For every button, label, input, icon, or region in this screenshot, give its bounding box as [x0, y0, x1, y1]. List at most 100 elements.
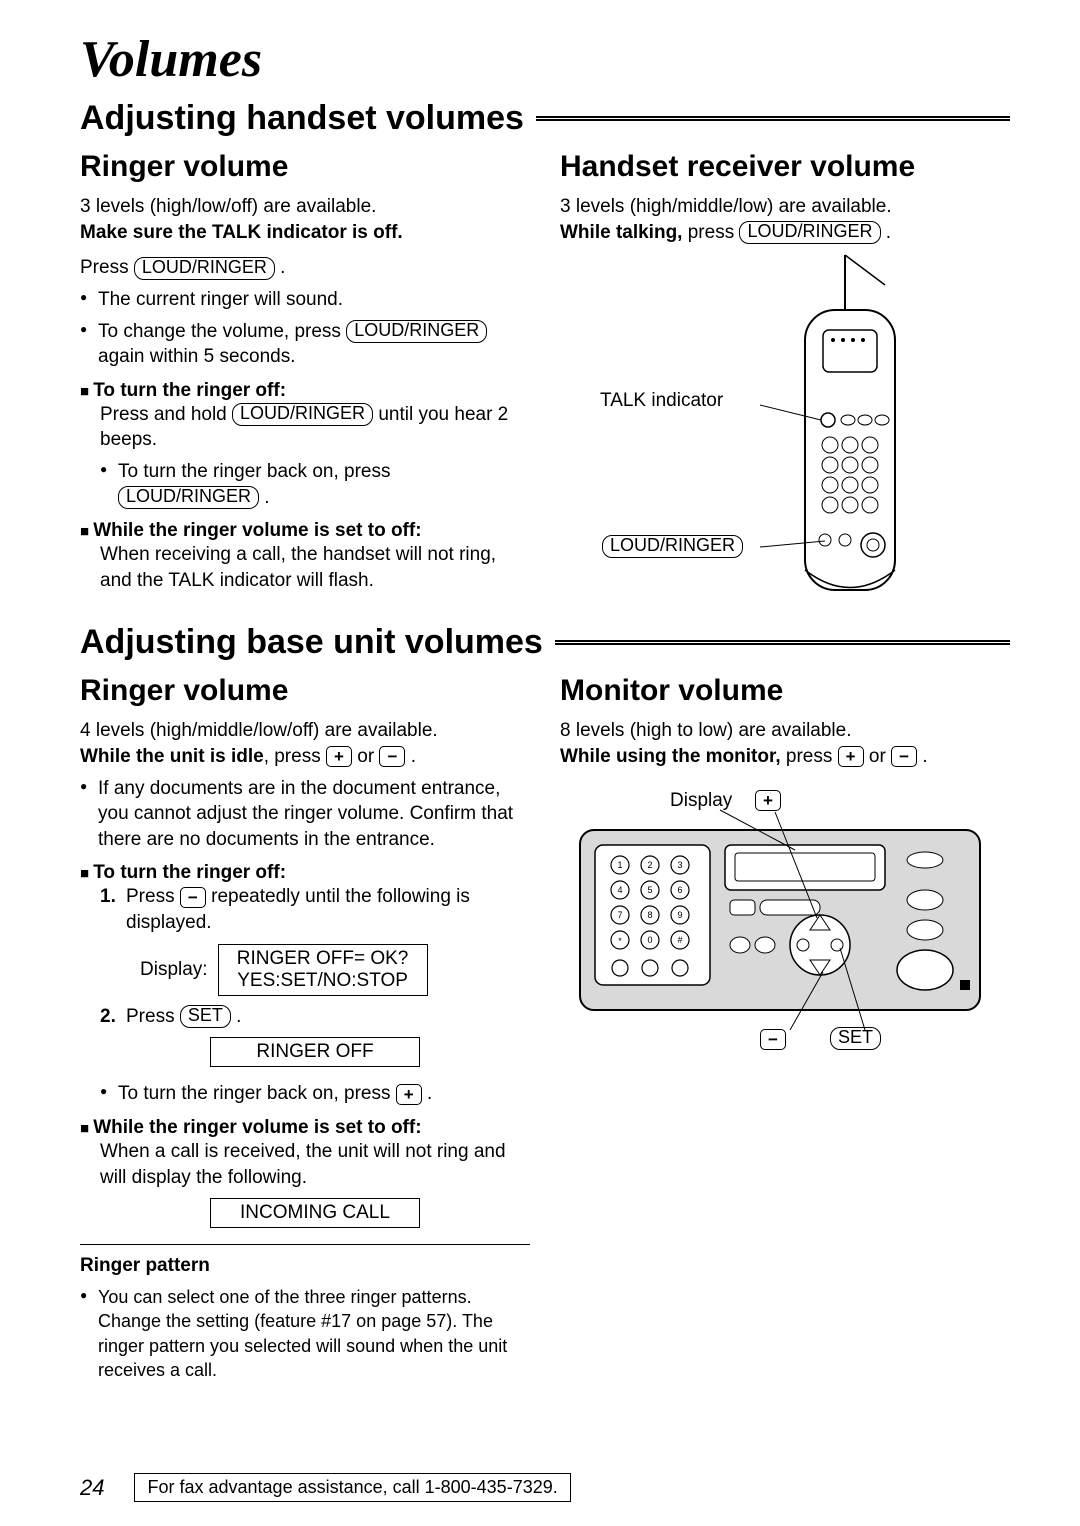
page-number: 24 [80, 1475, 104, 1501]
base-intro2: While the unit is idle, press + or − . [80, 744, 530, 770]
turn-back-on-bullet: To turn the ringer back on, press LOUD/R… [100, 459, 530, 510]
ri2b: press [682, 222, 739, 243]
turn-off-bullet-list: To turn the ringer back on, press LOUD/R… [100, 459, 530, 510]
svg-text:4: 4 [617, 885, 622, 895]
bi2a: While the unit is idle [80, 746, 264, 767]
press-prefix: Press [80, 257, 134, 278]
svg-text:#: # [677, 935, 682, 945]
heading-rule [536, 116, 1010, 121]
monitor-intro1: 8 levels (high to low) are available. [560, 718, 1010, 744]
display-box-3: INCOMING CALL [210, 1198, 420, 1228]
off-a: Press and hold [100, 404, 232, 425]
svg-text:6: 6 [677, 885, 682, 895]
receiver-intro2: While talking, press LOUD/RINGER . [560, 220, 1010, 246]
turn-off-block: To turn the ringer off: Press and hold L… [80, 380, 530, 511]
loud-ringer-button: LOUD/RINGER [346, 320, 487, 343]
plus-button: + [838, 746, 864, 767]
display-box-2: RINGER OFF [210, 1037, 420, 1067]
ringer-bullets: The current ringer will sound. To change… [80, 287, 530, 370]
base-back-on: To turn the ringer back on, press + . [100, 1081, 530, 1107]
svg-text:9: 9 [677, 910, 682, 920]
base-ringer-heading: Ringer volume [80, 674, 530, 708]
receiver-heading: Handset receiver volume [560, 150, 1010, 184]
section-heading-text: Adjusting handset volumes [80, 99, 524, 138]
base-off-steps: Press − repeatedly until the following i… [100, 884, 530, 935]
display-label: Display: [140, 957, 208, 983]
bi2d: . [405, 746, 416, 767]
svg-text:8: 8 [647, 910, 652, 920]
ri2c: . [881, 222, 892, 243]
display-row-2: RINGER OFF [210, 1037, 530, 1067]
d1l2: YES:SET/NO:STOP [237, 970, 408, 991]
display-row-1: Display: RINGER OFF= OK? YES:SET/NO:STOP [140, 944, 530, 996]
bbob: . [422, 1083, 433, 1104]
base-svg: 1 2 3 4 5 6 7 8 9 * 0 # [560, 790, 1010, 1060]
handset-illustration: TALK indicator LOUD/RINGER [560, 245, 1010, 615]
loud-ringer-button: LOUD/RINGER [739, 221, 880, 244]
monitor-intro2: While using the monitor, press + or − . [560, 744, 1010, 770]
press-line: Press LOUD/RINGER . [80, 255, 530, 281]
page-footer: 24 For fax advantage assistance, call 1-… [80, 1473, 1010, 1502]
mi2b: press [781, 746, 838, 767]
svg-text:1: 1 [617, 860, 622, 870]
display-row-3: INCOMING CALL [210, 1198, 530, 1228]
minus-callout: − [760, 1029, 786, 1050]
svg-text:7: 7 [617, 910, 622, 920]
base-unit-illustration: Display + 1 2 3 4 5 6 7 8 9 * 0 [560, 790, 1010, 1060]
section-heading-base: Adjusting base unit volumes [80, 623, 1010, 662]
s1a: Press [126, 886, 180, 907]
back-on-b: . [259, 487, 270, 508]
footer-assistance: For fax advantage assistance, call 1-800… [134, 1473, 570, 1502]
plus-callout: + [755, 790, 781, 811]
talk-indicator-label: TALK indicator [600, 390, 723, 412]
base-setoff-text: When a call is received, the unit will n… [100, 1139, 530, 1190]
minus-button: − [180, 887, 206, 908]
plus-button: + [326, 746, 352, 767]
handset-svg [560, 245, 1010, 615]
base-back-on-bullet: To turn the ringer back on, press + . [100, 1081, 530, 1107]
bullet2-b: again within 5 seconds. [98, 346, 296, 367]
display-box-1: RINGER OFF= OK? YES:SET/NO:STOP [218, 944, 428, 996]
divider [80, 1244, 530, 1245]
back-on-a: To turn the ringer back on, press [118, 461, 390, 482]
step-1: Press − repeatedly until the following i… [100, 884, 530, 935]
section-heading-text: Adjusting base unit volumes [80, 623, 543, 662]
page-title: Volumes [80, 30, 1010, 89]
set-off-title: While the ringer volume is set to off: [80, 520, 530, 542]
base-off-block: To turn the ringer off: Press − repeated… [80, 862, 530, 1107]
base-intro1: 4 levels (high/middle/low/off) are avail… [80, 718, 530, 744]
turn-off-text: Press and hold LOUD/RINGER until you hea… [100, 402, 530, 453]
heading-rule [555, 640, 1010, 645]
handset-receiver-col: Handset receiver volume 3 levels (high/m… [560, 150, 1010, 615]
bullet-change-volume: To change the volume, press LOUD/RINGER … [80, 319, 530, 370]
s2b: . [231, 1006, 242, 1027]
ringer-intro-line2: Make sure the TALK indicator is off. [80, 220, 530, 246]
set-off-block: While the ringer volume is set to off: W… [80, 520, 530, 593]
d1l1: RINGER OFF= OK? [237, 948, 409, 969]
base-setoff-title: While the ringer volume is set to off: [80, 1117, 530, 1139]
ringer-pattern-text: You can select one of the three ringer p… [80, 1285, 530, 1382]
loud-ringer-button: LOUD/RINGER [134, 257, 275, 280]
bi2b: , press [264, 746, 326, 767]
ringer-pattern-title: Ringer pattern [80, 1253, 530, 1279]
press-suffix: . [275, 257, 286, 278]
svg-text:5: 5 [647, 885, 652, 895]
ri2a: While talking, [560, 222, 682, 243]
section-a-columns: Ringer volume 3 levels (high/low/off) ar… [80, 150, 1010, 615]
loud-ringer-button: LOUD/RINGER [118, 486, 259, 509]
receiver-intro1: 3 levels (high/middle/low) are available… [560, 194, 1010, 220]
bullet2-a: To change the volume, press [98, 321, 346, 342]
set-off-text: When receiving a call, the handset will … [100, 542, 530, 593]
bi2c: or [352, 746, 379, 767]
base-ringer-col: Ringer volume 4 levels (high/middle/low/… [80, 674, 530, 1388]
minus-button: − [891, 746, 917, 767]
svg-text:2: 2 [647, 860, 652, 870]
turn-off-title: To turn the ringer off: [80, 380, 530, 402]
s2a: Press [126, 1006, 180, 1027]
mi2d: . [917, 746, 928, 767]
bullet-current-ringer: The current ringer will sound. [80, 287, 530, 313]
loud-ringer-callout: LOUD/RINGER [602, 535, 743, 558]
svg-text:*: * [618, 936, 622, 946]
base-bullets: If any documents are in the document ent… [80, 776, 530, 853]
ringer-intro-line1: 3 levels (high/low/off) are available. [80, 194, 530, 220]
